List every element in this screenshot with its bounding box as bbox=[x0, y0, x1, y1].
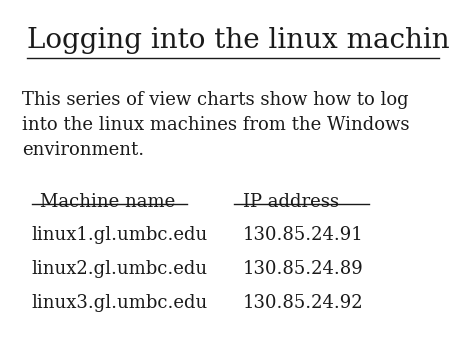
Text: This series of view charts show how to log
into the linux machines from the Wind: This series of view charts show how to l… bbox=[22, 91, 410, 159]
Text: linux2.gl.umbc.edu: linux2.gl.umbc.edu bbox=[32, 260, 207, 278]
Text: linux1.gl.umbc.edu: linux1.gl.umbc.edu bbox=[32, 226, 208, 244]
Text: 130.85.24.91: 130.85.24.91 bbox=[243, 226, 364, 244]
Text: 130.85.24.89: 130.85.24.89 bbox=[243, 260, 364, 278]
Text: IP address: IP address bbox=[243, 193, 339, 211]
Text: Logging into the linux machines: Logging into the linux machines bbox=[27, 27, 450, 54]
Text: Machine name: Machine name bbox=[40, 193, 176, 211]
Text: 130.85.24.92: 130.85.24.92 bbox=[243, 294, 364, 312]
Text: linux3.gl.umbc.edu: linux3.gl.umbc.edu bbox=[32, 294, 208, 312]
